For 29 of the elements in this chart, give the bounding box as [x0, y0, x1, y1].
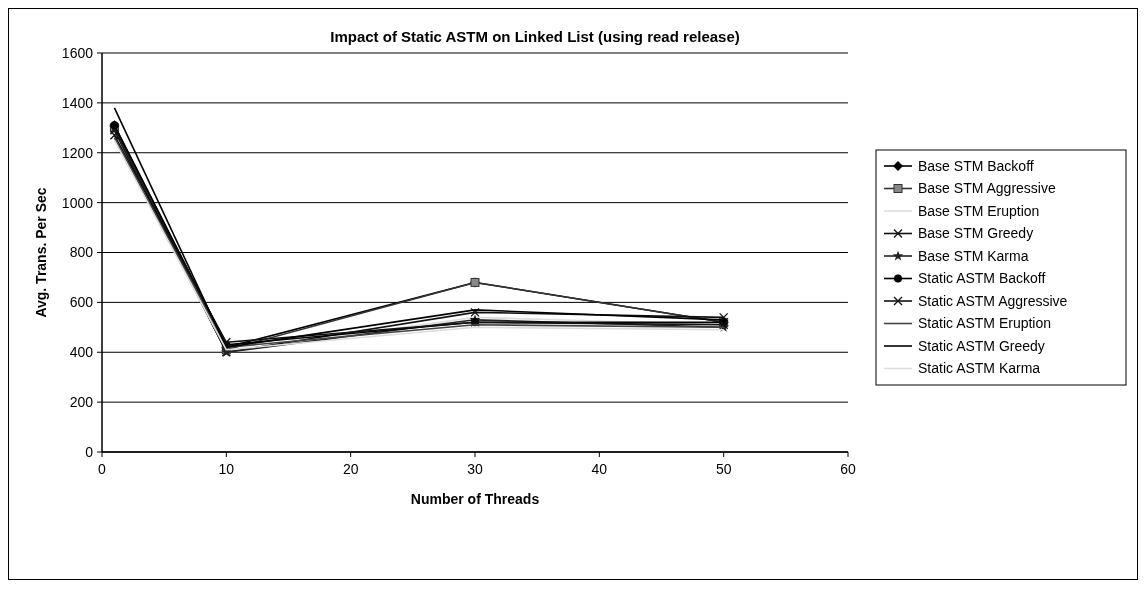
x-tick-label: 30: [467, 461, 483, 477]
y-tick-label: 1000: [61, 194, 94, 211]
legend-label: Base STM Greedy: [918, 225, 1034, 242]
x-tick-label: 50: [715, 461, 732, 477]
x-tick-label: 60: [840, 461, 856, 477]
y-tick-label: 1200: [61, 144, 94, 161]
legend-label: Base STM Karma: [918, 247, 1029, 264]
x-axis-title: Number of Threads: [410, 491, 540, 507]
y-tick-label: 1600: [61, 44, 94, 61]
y-axis-title: Avg. Trans. Per Sec: [33, 187, 49, 318]
y-tick-label: 400: [69, 344, 94, 361]
y-tick-label: 800: [69, 244, 94, 261]
legend-label: Base STM Backoff: [918, 157, 1034, 174]
legend-label: Base STM Aggressive: [918, 180, 1056, 197]
chart-title: Impact of Static ASTM on Linked List (using read release): [330, 28, 740, 45]
legend-label: Static ASTM Aggressive: [918, 292, 1068, 309]
x-tick-label: 20: [342, 461, 359, 477]
x-tick-label: 0: [98, 461, 107, 477]
y-tick-label: 200: [69, 394, 94, 411]
y-tick-label: 1400: [61, 94, 94, 111]
legend-label: Static ASTM Karma: [918, 360, 1041, 377]
x-tick-label: 10: [218, 461, 235, 477]
y-tick-label: 600: [69, 294, 94, 311]
legend-label: Base STM Eruption: [918, 202, 1040, 219]
legend-label: Static ASTM Backoff: [918, 270, 1046, 287]
legend-label: Static ASTM Eruption: [918, 315, 1052, 332]
legend-label: Static ASTM Greedy: [918, 337, 1045, 354]
y-tick-label: 0: [85, 443, 94, 460]
x-tick-label: 40: [591, 461, 608, 477]
